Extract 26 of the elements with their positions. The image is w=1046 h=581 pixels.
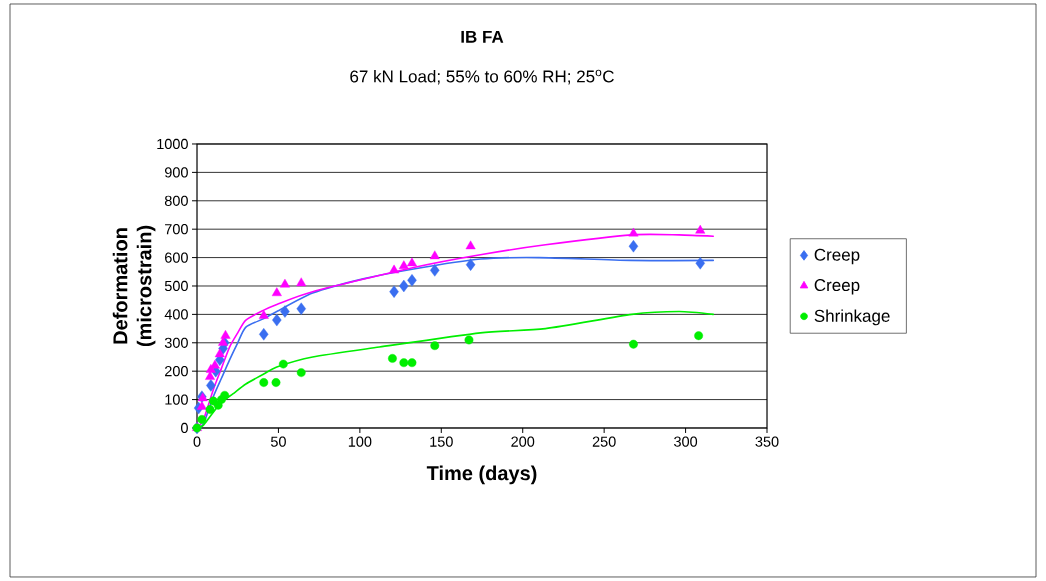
legend-label: Shrinkage <box>814 309 890 326</box>
y-tick-label: 100 <box>165 394 188 405</box>
legend-label: Creep <box>814 279 860 295</box>
x-tick-label: 0 <box>193 436 201 447</box>
y-axis-title: Deformation (microstrain) <box>112 225 156 347</box>
x-axis-title: Time (days) <box>426 465 537 485</box>
x-tick-label: 200 <box>511 436 535 447</box>
x-tick-label: 100 <box>348 436 372 447</box>
y-tick-label: 700 <box>165 224 188 235</box>
y-tick-label: 0 <box>180 422 188 434</box>
legend-label: Creep <box>814 248 860 265</box>
x-tick-label: 150 <box>430 436 453 447</box>
x-tick-label: 300 <box>674 436 698 447</box>
x-tick-label: 50 <box>270 436 286 447</box>
y-tick-label: 200 <box>165 366 188 377</box>
chart-subtitle: 67 kN Load; 55% to 60% RH; 25$^{o}$C <box>350 69 614 85</box>
y-tick-label: 900 <box>164 167 188 178</box>
y-tick-label: 500 <box>164 280 188 292</box>
chart-title: IB FA <box>461 30 504 43</box>
y-tick-label: 600 <box>165 252 188 263</box>
y-tick-label: 400 <box>164 309 188 320</box>
y-tick-label: 1000 <box>157 138 188 150</box>
x-tick-label: 250 <box>592 436 616 447</box>
y-tick-label: 300 <box>164 337 188 348</box>
y-tick-label: 800 <box>164 195 188 206</box>
x-tick-label: 350 <box>755 436 779 447</box>
